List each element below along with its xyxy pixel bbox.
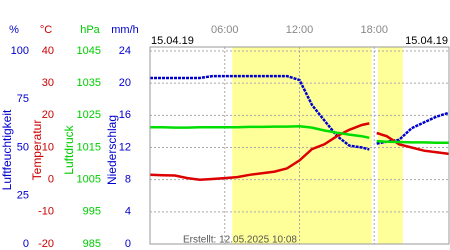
y-tick-label: -10 — [38, 206, 54, 218]
axis-unit: hPa — [80, 24, 100, 36]
y-tick-label: 985 — [83, 238, 101, 250]
y-tick-label: 20 — [42, 109, 54, 121]
y-tick-label: 8 — [125, 174, 131, 186]
date-left: 15.04.19 — [151, 35, 194, 47]
y-tick-label: 0 — [125, 238, 131, 250]
axis-unit: % — [9, 24, 19, 36]
y-tick-label: 0 — [23, 238, 29, 250]
x-tick-label: 06:00 — [211, 24, 239, 36]
date-right: 15.04.19 — [405, 35, 448, 47]
y-tick-label: 12 — [119, 141, 131, 153]
axis-unit: mm/h — [111, 24, 139, 36]
axis-title: Temperatur — [30, 120, 44, 181]
y-tick-label: 10 — [42, 141, 54, 153]
y-tick-label: 1005 — [77, 174, 101, 186]
y-tick-label: 30 — [42, 77, 54, 89]
y-tick-label: 40 — [42, 45, 54, 57]
daylight-band — [232, 47, 372, 244]
y-tick-label: 0 — [48, 174, 54, 186]
y-tick-label: 1025 — [77, 109, 101, 121]
y-tick-label: 1045 — [77, 45, 101, 57]
y-tick-label: 20 — [119, 77, 131, 89]
y-tick-label: 24 — [119, 45, 131, 57]
axis-title: Niederschlag — [105, 115, 119, 185]
y-tick-label: 4 — [125, 206, 131, 218]
series-line — [150, 125, 449, 144]
y-tick-label: 995 — [83, 206, 101, 218]
footer: Erstellt: 12.05.2025 10:08 — [183, 235, 297, 246]
y-tick-label: -20 — [38, 238, 54, 250]
y-tick-label: 50 — [17, 141, 29, 153]
x-tick-label: 18:00 — [360, 24, 388, 36]
y-tick-label: 25 — [17, 190, 29, 202]
y-tick-label: 75 — [17, 93, 29, 105]
y-tick-label: 1015 — [77, 141, 101, 153]
daylight-band — [377, 47, 403, 244]
x-tick-label: 12:00 — [286, 24, 314, 36]
plot-border — [149, 46, 450, 245]
y-tick-label: 1035 — [77, 77, 101, 89]
axis-title: Luftdruck — [62, 124, 76, 174]
series-line — [149, 122, 450, 181]
y-tick-label: 16 — [119, 109, 131, 121]
y-tick-label: 100 — [11, 45, 29, 57]
axis-unit: °C — [40, 24, 52, 36]
axis-title: Luftfeuchtigkeit — [0, 109, 14, 190]
